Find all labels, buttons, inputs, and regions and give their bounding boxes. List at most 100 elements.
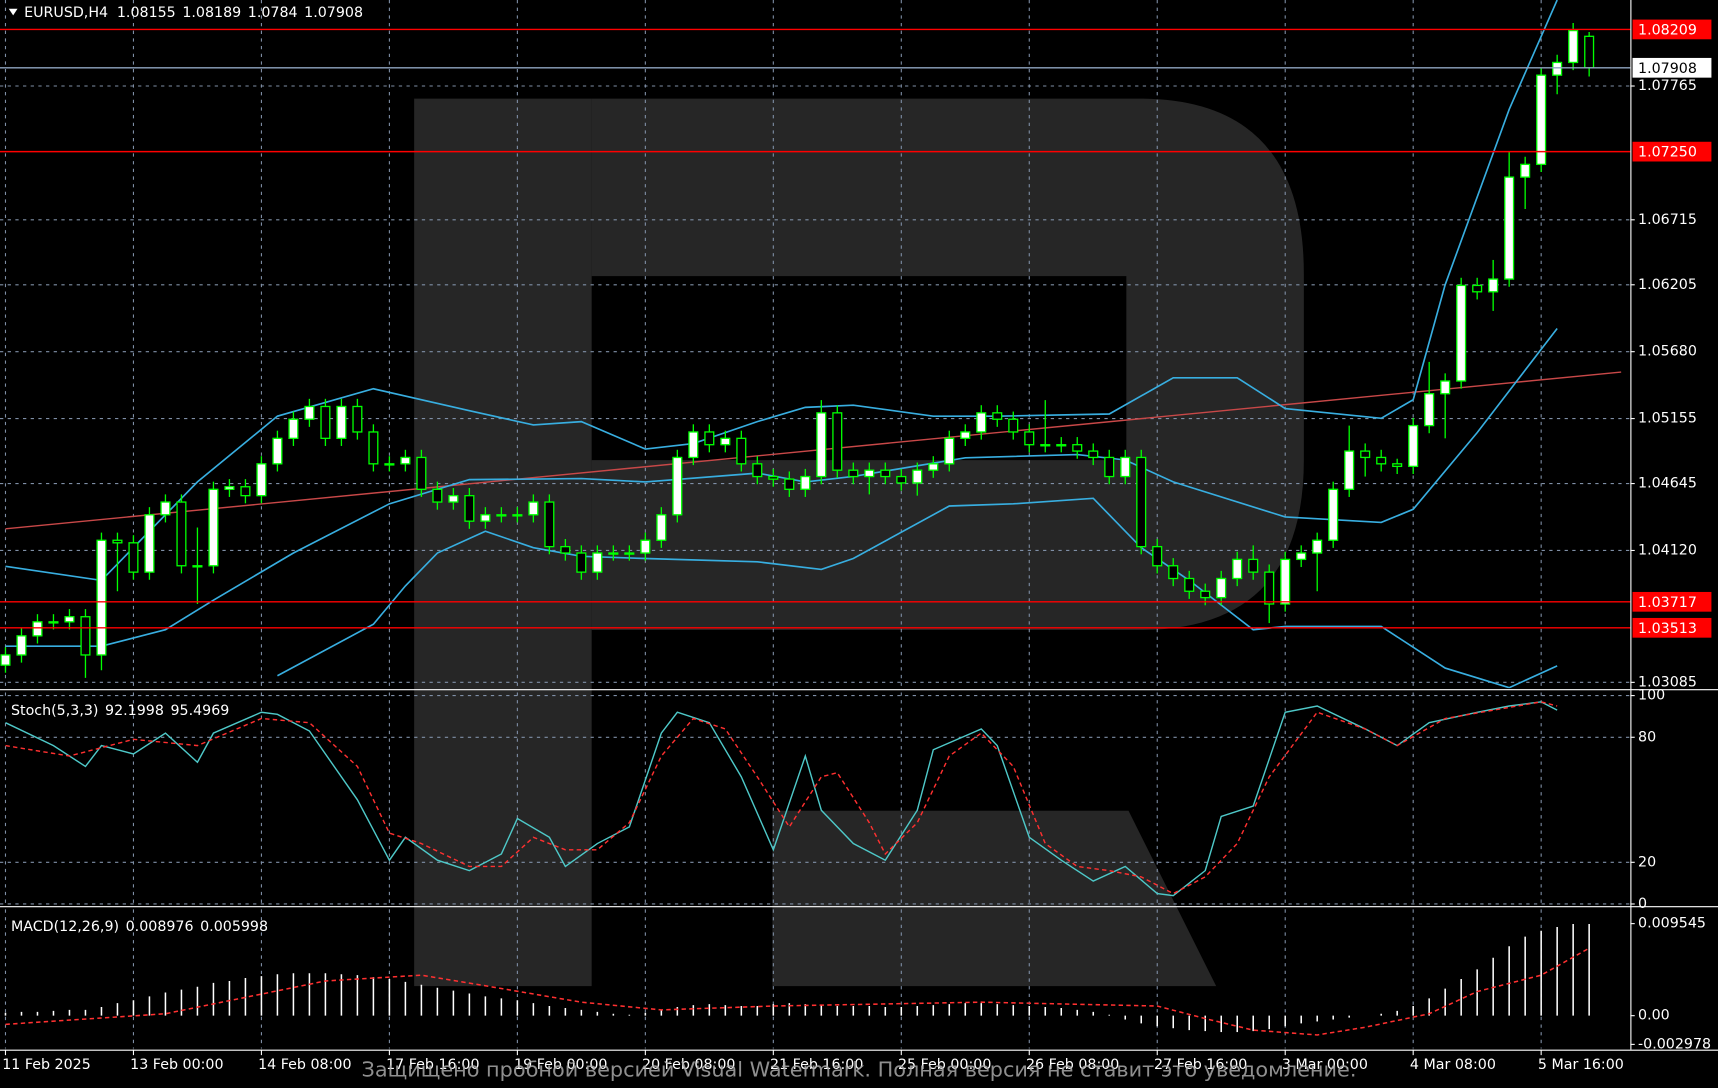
candle-body: [1552, 61, 1563, 76]
candle-body: [336, 405, 347, 439]
y-tick-label: 1.03085: [1638, 674, 1697, 690]
trend-line: [5, 371, 1622, 530]
macd-signal-value: 0.005998: [200, 919, 268, 935]
macd-title: MACD(12,26,9): [11, 919, 119, 935]
y-tick-label: 0: [1638, 896, 1647, 912]
x-tick-label: 27 Feb 16:00: [1154, 1057, 1247, 1073]
candle-body: [1248, 558, 1259, 573]
menu-arrow[interactable]: [8, 8, 18, 16]
candle-body: [432, 488, 443, 503]
x-tick-label: 5 Mar 16:00: [1538, 1057, 1624, 1073]
y-tick-label: 1.05155: [1638, 411, 1697, 427]
price-label: 1.07908: [1638, 61, 1697, 77]
candle-body: [1072, 444, 1083, 452]
candle-body: [16, 635, 27, 656]
stoch-line: [5, 701, 1558, 897]
candle-body: [368, 431, 379, 465]
macd-header: MACD(12,26,9) 0.008976 0.005998: [11, 919, 268, 935]
level-label: 1.03513: [1638, 621, 1697, 637]
x-tick-label: 20 Feb 08:00: [642, 1057, 735, 1073]
candle-body: [320, 405, 331, 439]
candle-body: [32, 621, 43, 637]
y-tick-label: -0.002978: [1638, 1036, 1711, 1052]
level-label: 1.03717: [1638, 595, 1697, 611]
candle-body: [912, 469, 923, 484]
y-tick-label: 80: [1638, 729, 1656, 745]
candle-body: [1440, 380, 1451, 395]
level-label-box: [1632, 19, 1712, 40]
candle-body: [944, 437, 955, 465]
candle-body: [720, 437, 731, 446]
candle-body: [400, 456, 411, 465]
candle-body: [304, 405, 315, 420]
candle-body: [592, 552, 603, 573]
candle-body: [240, 486, 251, 497]
level-label-box: [1632, 141, 1712, 162]
candle-body: [1120, 456, 1131, 478]
candle-body: [208, 488, 219, 567]
candle-body: [736, 437, 747, 465]
candle-body: [1152, 545, 1163, 567]
stoch-main-value: 92.1998: [105, 703, 164, 719]
y-tick-label: 0.00: [1638, 1008, 1670, 1024]
x-tick-label: 13 Feb 00:00: [130, 1057, 223, 1073]
stoch-header: Stoch(5,3,3) 92.1998 95.4969: [11, 703, 229, 719]
candle-body: [1456, 284, 1467, 382]
bollinger-lower: [277, 497, 1558, 689]
candle-body: [1296, 552, 1307, 561]
y-tick-label: 20: [1638, 854, 1656, 870]
candle-body: [1376, 456, 1387, 465]
candle-body: [1232, 558, 1243, 580]
candle-body: [688, 431, 699, 459]
level-label: 1.08209: [1638, 23, 1697, 39]
y-tick-label: 1.06205: [1638, 277, 1697, 293]
candle-body: [1312, 539, 1323, 554]
candle-body: [192, 565, 203, 568]
candle-body: [896, 475, 907, 484]
x-tick-label: 25 Feb 00:00: [898, 1057, 991, 1073]
macd-signal: [5, 947, 1590, 1036]
candle-body: [496, 514, 507, 517]
macd-main-value: 0.008976: [126, 919, 194, 935]
candle-body: [288, 418, 299, 439]
candle-body: [352, 405, 363, 433]
candle-body: [176, 501, 187, 567]
candle-body: [272, 437, 283, 465]
candle-body: [464, 495, 475, 522]
candle-body: [512, 514, 523, 517]
x-tick-label: 17 Feb 16:00: [386, 1057, 479, 1073]
candle-body: [160, 501, 171, 516]
candle-body: [1392, 463, 1403, 468]
candle-body: [928, 463, 939, 471]
bollinger-upper: [5, 0, 1558, 582]
x-tick-label: 11 Feb 2025: [2, 1057, 91, 1073]
low-value: 1.0784: [248, 5, 298, 21]
y-tick-label: 1.06715: [1638, 212, 1697, 228]
candle-body: [1280, 558, 1291, 605]
candle-body: [1472, 284, 1483, 293]
close-value: 1.07908: [304, 5, 363, 21]
candle-body: [608, 552, 619, 555]
candle-body: [0, 654, 11, 666]
candle-body: [544, 501, 555, 548]
candle-body: [1024, 431, 1035, 446]
chart-header: EURUSD,H4 1.08155 1.08189 1.0784 1.07908: [24, 5, 363, 21]
y-tick-label: 1.04645: [1638, 476, 1697, 492]
level-label-box: [1632, 591, 1712, 612]
stoch-line: [5, 701, 1558, 895]
candle-body: [1008, 418, 1019, 433]
candle-body: [1504, 176, 1515, 280]
candle-body: [992, 412, 1003, 420]
candle-body: [224, 486, 235, 490]
candle-body: [1088, 450, 1099, 459]
candle-body: [976, 412, 987, 433]
x-tick-label: 3 Mar 00:00: [1282, 1057, 1368, 1073]
x-tick-label: 26 Feb 08:00: [1026, 1057, 1119, 1073]
candle-body: [528, 501, 539, 516]
symbol: EURUSD,H4: [24, 5, 108, 21]
candle-body: [640, 539, 651, 554]
candle-body: [256, 463, 267, 497]
candle-body: [1104, 456, 1115, 478]
